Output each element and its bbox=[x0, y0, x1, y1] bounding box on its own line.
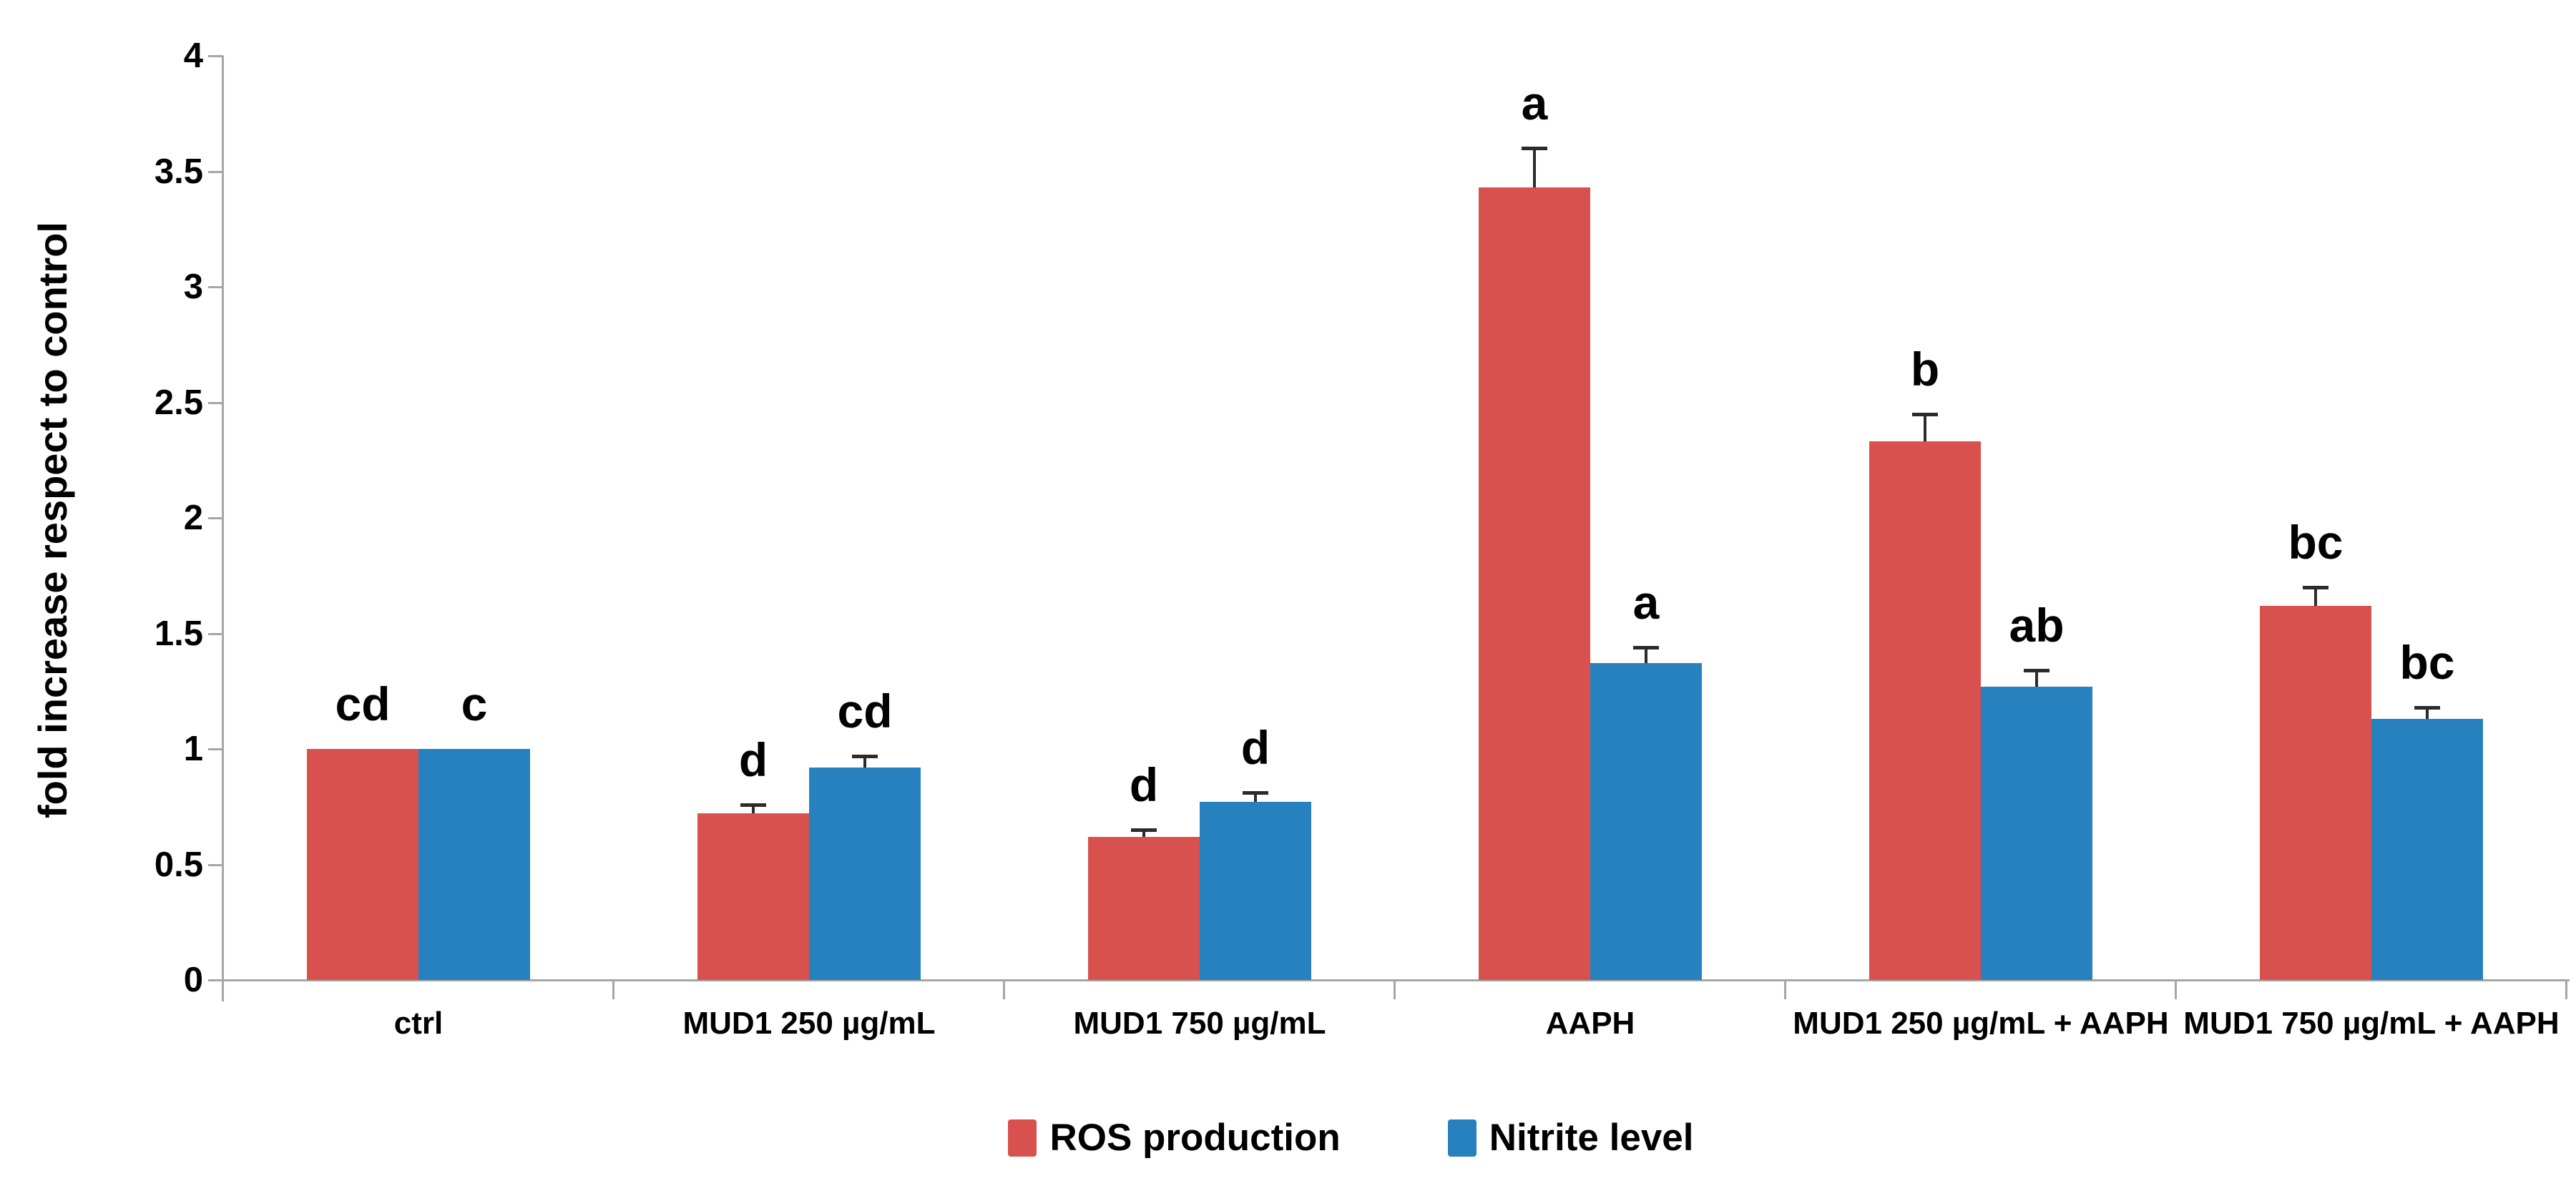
error-bar-cap bbox=[740, 803, 766, 807]
ros-bar bbox=[2260, 605, 2371, 980]
error-bar bbox=[1645, 647, 1647, 664]
error-bar bbox=[1142, 830, 1145, 837]
x-tick bbox=[612, 981, 614, 999]
nitrite-bar bbox=[2371, 719, 2483, 980]
y-tick bbox=[208, 55, 223, 57]
y-tick-label: 1.5 bbox=[154, 614, 203, 653]
error-bar bbox=[2426, 707, 2429, 719]
ros-bar bbox=[1088, 836, 1200, 980]
y-tick-label: 0 bbox=[183, 961, 203, 999]
y-tick bbox=[208, 286, 223, 288]
significance-letter: a bbox=[1521, 77, 1548, 130]
nitrite-bar bbox=[1200, 802, 1311, 980]
nitrite-bar bbox=[1590, 663, 1702, 980]
x-tick bbox=[2565, 981, 2567, 999]
y-tick bbox=[208, 863, 223, 866]
y-tick bbox=[208, 401, 223, 404]
x-category-label: AAPH bbox=[1545, 1006, 1635, 1041]
y-tick-label: 3.5 bbox=[154, 152, 203, 191]
x-axis-line bbox=[222, 979, 2570, 981]
error-bar-cap bbox=[1522, 147, 1547, 151]
y-tick bbox=[208, 170, 223, 173]
y-tick-label: 2 bbox=[183, 499, 203, 537]
y-tick-label: 3 bbox=[183, 268, 203, 306]
x-category-label: MUD1 250 µg/mL + AAPH bbox=[1793, 1006, 2169, 1041]
ros-bar bbox=[697, 813, 809, 980]
significance-letter: cd bbox=[837, 684, 893, 737]
error-bar bbox=[1924, 413, 1926, 442]
significance-letter: c bbox=[461, 677, 488, 730]
error-bar bbox=[863, 755, 866, 768]
error-bar bbox=[1254, 793, 1257, 803]
significance-letter: a bbox=[1632, 575, 1660, 629]
ros-bar bbox=[307, 749, 418, 980]
y-tick-label: 4 bbox=[183, 36, 203, 75]
nitrite-legend-label: Nitrite level bbox=[1489, 1117, 1694, 1159]
significance-letter: d bbox=[738, 732, 768, 786]
error-bar-cap bbox=[1131, 828, 1157, 833]
nitrite-legend-swatch-icon bbox=[1447, 1119, 1476, 1157]
x-category-label: MUD1 750 µg/mL + AAPH bbox=[2183, 1006, 2560, 1041]
y-tick-label: 2.5 bbox=[154, 383, 203, 422]
y-tick-label: 1 bbox=[183, 730, 203, 768]
error-bar bbox=[752, 804, 755, 814]
x-tick bbox=[1003, 981, 1005, 999]
ros-legend-label: ROS production bbox=[1049, 1117, 1341, 1159]
error-bar-cap bbox=[852, 754, 878, 758]
significance-letter: d bbox=[1129, 758, 1159, 812]
y-tick bbox=[208, 979, 223, 981]
x-category-label: ctrl bbox=[393, 1006, 444, 1041]
error-bar-cap bbox=[2024, 669, 2049, 673]
significance-letter: cd bbox=[335, 677, 391, 730]
ros-legend-swatch-icon bbox=[1008, 1119, 1037, 1157]
significance-letter: bc bbox=[2399, 635, 2455, 689]
ros-bar bbox=[1869, 441, 1981, 980]
significance-letter: d bbox=[1240, 721, 1270, 775]
y-tick bbox=[208, 517, 223, 519]
legend: ROS production Nitrite level bbox=[63, 1116, 2576, 1160]
significance-letter: b bbox=[1910, 342, 1940, 396]
error-bar bbox=[2314, 587, 2317, 606]
legend-item-ros: ROS production bbox=[1008, 1116, 1341, 1160]
error-bar-cap bbox=[1633, 645, 1659, 649]
nitrite-bar bbox=[418, 749, 530, 980]
legend-item-nitrite: Nitrite level bbox=[1447, 1116, 1694, 1160]
y-tick bbox=[208, 632, 223, 635]
error-bar bbox=[2035, 670, 2038, 687]
x-tick bbox=[1784, 981, 1786, 999]
significance-letter: bc bbox=[2288, 515, 2344, 569]
nitrite-bar bbox=[1981, 686, 2092, 980]
x-category-label: MUD1 250 µg/mL bbox=[682, 1006, 936, 1041]
x-category-label: MUD1 750 µg/mL bbox=[1073, 1006, 1326, 1041]
error-bar-cap bbox=[1243, 791, 1268, 795]
error-bar-cap bbox=[2303, 585, 2328, 589]
ros-bar bbox=[1479, 187, 1590, 980]
y-tick-label: 0.5 bbox=[154, 845, 203, 884]
x-tick bbox=[2175, 981, 2177, 999]
y-tick bbox=[208, 748, 223, 750]
error-bar bbox=[1533, 148, 1536, 188]
significance-letter: ab bbox=[2009, 599, 2065, 652]
error-bar-cap bbox=[1912, 412, 1938, 416]
nitrite-bar bbox=[809, 767, 921, 980]
x-tick bbox=[1394, 981, 1396, 999]
error-bar-cap bbox=[2414, 705, 2440, 710]
y-axis-line bbox=[222, 56, 224, 1001]
